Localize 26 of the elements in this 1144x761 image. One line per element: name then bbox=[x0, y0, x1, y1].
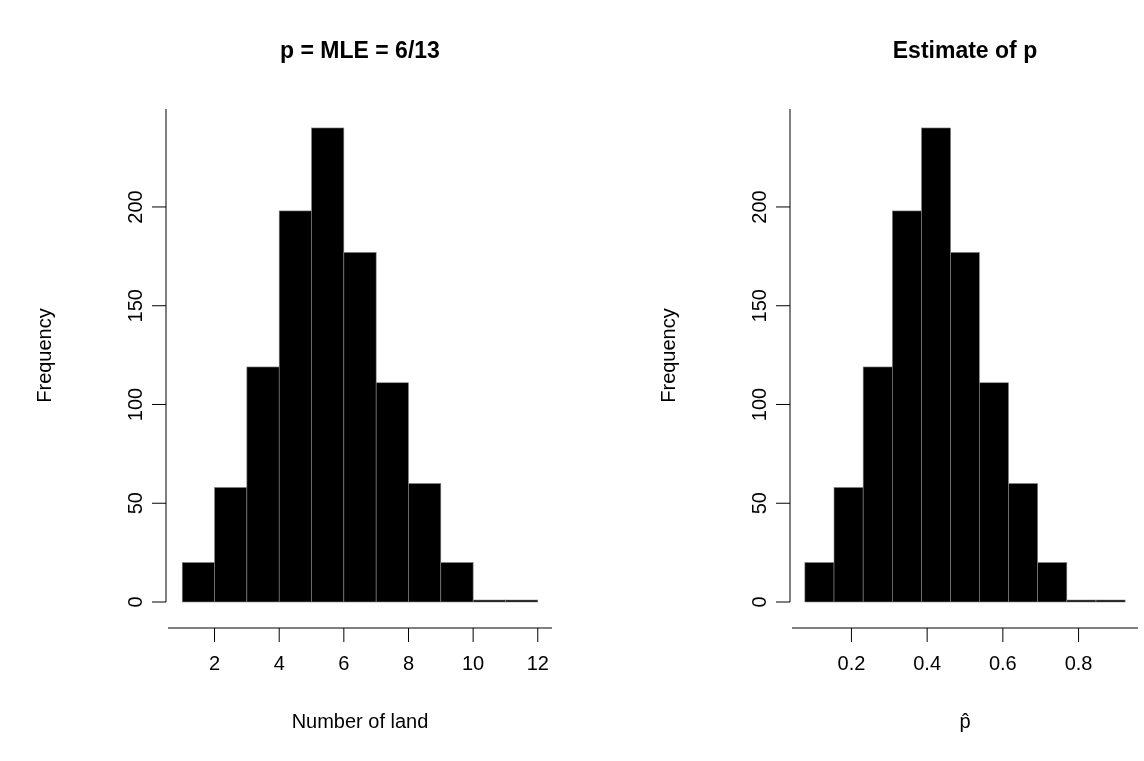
chart-title: Estimate of p bbox=[892, 37, 1038, 63]
x-tick-label: 0.8 bbox=[1064, 652, 1093, 674]
y-tick-label: 50 bbox=[124, 492, 146, 515]
y-tick-label: 100 bbox=[748, 387, 770, 422]
chart-title: p = MLE = 6/13 bbox=[280, 37, 440, 63]
x-tick-label: 12 bbox=[526, 652, 549, 674]
x-tick-label: 0.2 bbox=[837, 652, 866, 674]
y-tick-label: 0 bbox=[124, 596, 146, 608]
y-tick-label: 150 bbox=[124, 289, 146, 323]
y-tick-label: 200 bbox=[124, 190, 146, 224]
x-tick-label: 4 bbox=[273, 652, 285, 674]
y-tick-label: 150 bbox=[748, 289, 770, 323]
x-tick-label: 8 bbox=[402, 652, 415, 674]
x-tick-label: 2 bbox=[208, 652, 221, 674]
y-tick-label: 200 bbox=[748, 190, 770, 224]
y-tick-label: 0 bbox=[748, 596, 770, 608]
x-axis-title: p̂ bbox=[959, 710, 971, 732]
x-tick-label: 0.4 bbox=[913, 652, 942, 674]
y-tick-label: 100 bbox=[124, 387, 146, 422]
y-axis-title: Frequency bbox=[33, 308, 55, 403]
x-axis-title: Number of land bbox=[291, 710, 429, 732]
y-tick-label: 50 bbox=[748, 492, 770, 515]
x-tick-label: 0.6 bbox=[988, 652, 1017, 674]
x-tick-label: 10 bbox=[462, 652, 485, 674]
x-tick-label: 6 bbox=[338, 652, 350, 674]
y-axis-title: Frequency bbox=[657, 308, 679, 403]
